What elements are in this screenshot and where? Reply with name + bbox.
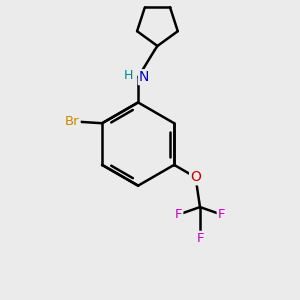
Text: H: H	[124, 69, 133, 82]
Text: F: F	[218, 208, 225, 221]
Text: Br: Br	[65, 115, 80, 128]
Text: N: N	[139, 70, 149, 84]
Text: F: F	[175, 208, 182, 221]
Text: O: O	[190, 170, 201, 184]
Text: F: F	[196, 232, 204, 245]
